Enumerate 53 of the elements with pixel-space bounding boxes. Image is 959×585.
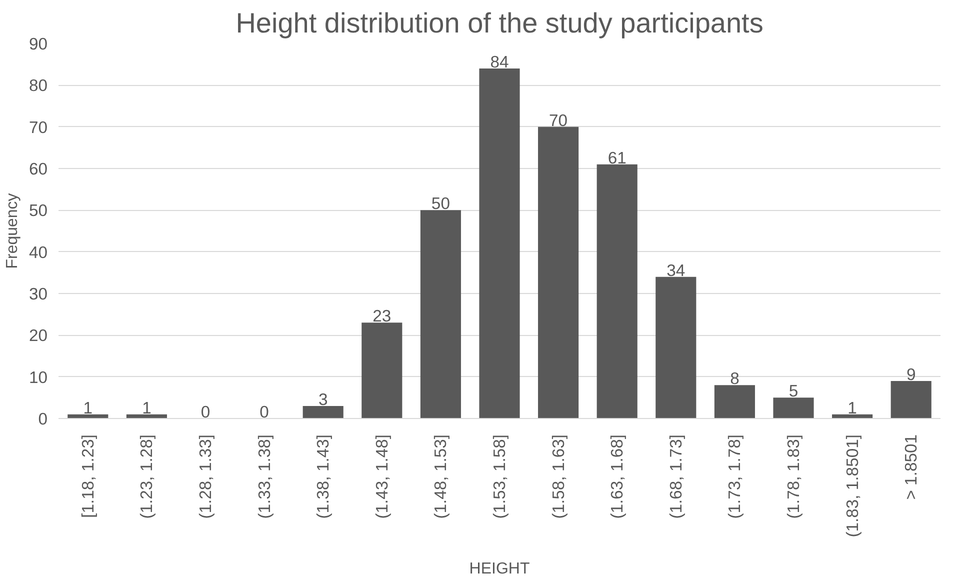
x-tick-label: (1.68, 1.73]	[666, 434, 686, 519]
y-tick-label: 70	[28, 118, 48, 137]
bar	[596, 164, 638, 418]
data-label: 50	[431, 194, 450, 214]
x-tick-label: > 1.8501	[902, 434, 921, 500]
y-tick-label: 90	[28, 34, 48, 54]
data-label: 61	[608, 148, 626, 168]
data-label: 1	[142, 398, 152, 418]
data-label: 9	[906, 365, 916, 384]
bar	[656, 276, 696, 418]
y-tick-label: 0	[38, 410, 48, 428]
data-label: 0	[260, 402, 269, 422]
y-tick-label: 50	[28, 201, 48, 220]
x-tick-label: (1.48, 1.53]	[431, 434, 450, 519]
data-label: 1	[83, 398, 93, 418]
data-label: 1	[848, 398, 857, 418]
x-tick-label: (1.33, 1.38]	[254, 434, 274, 519]
y-tick-label: 60	[28, 160, 48, 178]
chart-title: Height distribution of the study participants	[236, 8, 764, 38]
bar	[302, 406, 344, 418]
x-tick-label: (1.58, 1.63]	[548, 434, 568, 519]
x-tick-label: (1.28, 1.33]	[196, 434, 215, 519]
x-tick-label: (1.23, 1.28]	[137, 434, 156, 519]
data-label: 34	[666, 260, 686, 280]
bar	[714, 385, 755, 418]
data-label: 8	[730, 369, 740, 388]
bar	[420, 210, 461, 418]
data-label: 3	[318, 390, 328, 409]
data-label: 0	[200, 402, 210, 422]
y-tick-label: 30	[28, 284, 48, 304]
x-axis-title: HEIGHT	[469, 560, 530, 578]
y-tick-label: 20	[28, 326, 48, 346]
bar	[773, 398, 814, 418]
y-axis-title: Frequency	[4, 193, 21, 269]
bar	[479, 68, 520, 418]
x-tick-label: (1.38, 1.43]	[314, 434, 333, 519]
x-tick-label: (1.43, 1.48]	[372, 434, 392, 519]
data-label: 70	[549, 110, 568, 130]
bar	[538, 126, 579, 418]
x-tick-label: (1.78, 1.83]	[784, 434, 803, 519]
x-tick-label: (1.63, 1.68]	[608, 434, 627, 519]
x-tick-label: (1.83, 1.8501]	[842, 434, 862, 538]
data-label: 23	[372, 306, 392, 326]
x-tick-label: (1.73, 1.78]	[725, 434, 744, 519]
data-label: 5	[788, 382, 798, 401]
y-tick-label: 10	[28, 368, 48, 387]
y-tick-label: 40	[28, 242, 48, 262]
data-label: 84	[490, 52, 509, 72]
x-tick-label: [1.18, 1.23]	[78, 434, 98, 518]
bar	[890, 381, 932, 418]
x-tick-label: (1.53, 1.58]	[490, 434, 509, 519]
y-tick-label: 80	[28, 76, 48, 96]
bar	[362, 322, 402, 418]
